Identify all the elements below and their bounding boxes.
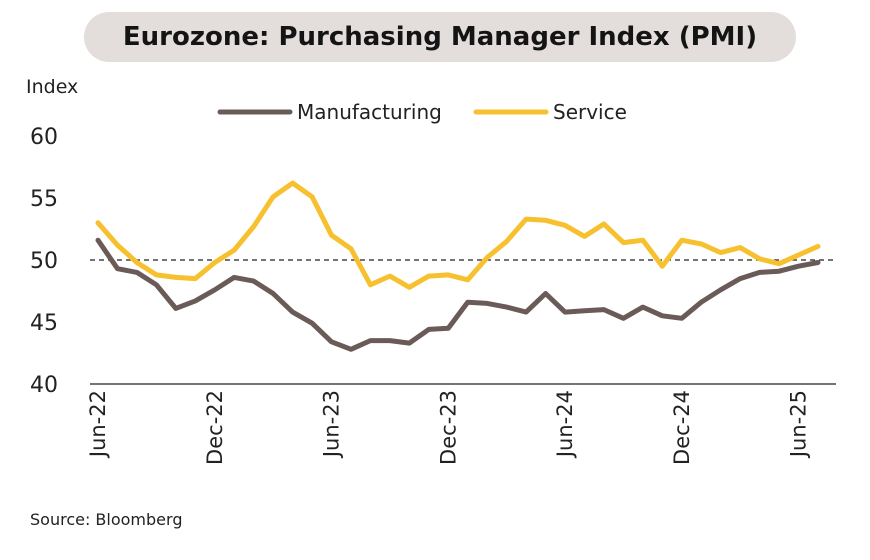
chart-title: Eurozone: Purchasing Manager Index (PMI) [122,22,758,52]
x-tick-label: Dec-22 [203,390,227,465]
x-tick-label: Jun-22 [86,390,110,459]
series-line-manufacturing [95,237,821,352]
x-tick-label: Dec-23 [436,390,460,465]
x-axis-ticks: Jun-22 Dec-22 Jun-23 Dec-23 Jun-24 Dec-24 Jun-… [86,390,811,465]
y-axis-label: Index [26,76,78,98]
chart-title-banner: Eurozone: Purchasing Manager Index (PMI) [84,12,796,62]
source-note: Source: Bloomberg [30,510,183,529]
x-tick-label: Jun-23 [320,390,344,459]
x-tick-label: Jun-25 [787,390,811,459]
y-tick-label: 45 [30,311,58,336]
series-line-service [95,180,821,290]
pmi-line-chart: Index Manufacturing Service 40 45 50 55 60 Ju… [26,76,836,465]
legend-label-manufacturing: Manufacturing [297,100,442,124]
y-tick-label: 60 [30,125,58,150]
x-tick-label: Dec-24 [670,390,694,465]
y-axis-ticks: 40 45 50 55 60 [30,125,58,398]
legend: Manufacturing Service [217,100,627,124]
y-tick-label: 40 [30,373,58,398]
x-tick-label: Jun-24 [553,390,577,459]
series-lines [95,180,821,352]
legend-label-service: Service [553,100,627,124]
y-tick-label: 55 [30,187,58,212]
y-tick-label: 50 [30,249,58,274]
